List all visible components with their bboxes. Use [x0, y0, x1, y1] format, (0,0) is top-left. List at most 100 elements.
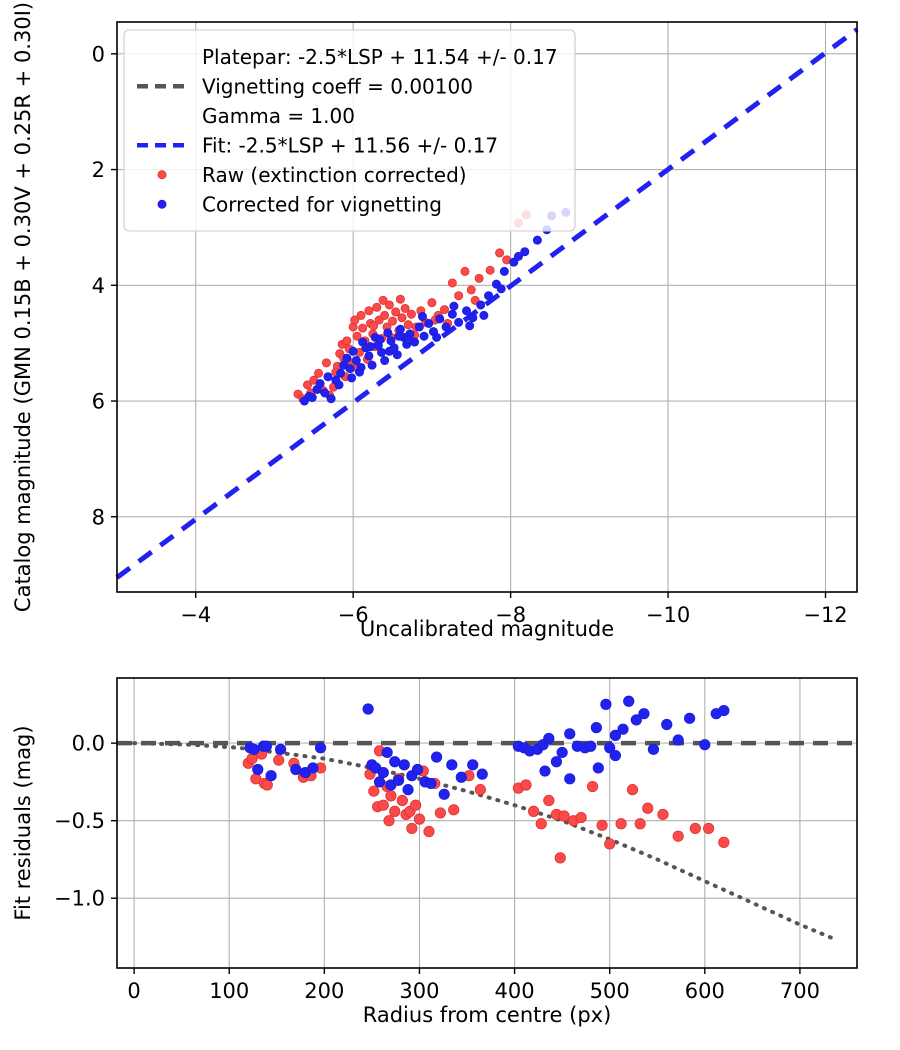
residual-point-corrected — [609, 749, 622, 762]
data-point-raw — [397, 313, 407, 323]
residual-point-corrected — [672, 734, 684, 746]
tick-label-y: 2 — [92, 158, 105, 182]
tick-label-x: −8 — [495, 603, 526, 627]
data-point-raw — [314, 368, 324, 378]
data-point-corrected — [356, 362, 366, 372]
data-point-raw — [384, 300, 394, 310]
top-panel-ticks: −4 −6 −8 −10 −12 0 2 4 6 8 — [92, 42, 848, 627]
data-point-raw — [303, 380, 313, 390]
data-point-raw — [391, 307, 401, 317]
residual-point-raw — [689, 822, 701, 835]
residual-point-corrected — [389, 756, 401, 768]
data-point-corrected — [392, 350, 402, 360]
residual-point-raw — [626, 784, 639, 796]
tick-label-x: 200 — [304, 979, 344, 1003]
residual-point-raw — [657, 808, 669, 821]
legend-label: Platepar: -2.5*LSP + 11.54 +/- 0.17 — [202, 45, 558, 69]
residuals-panel: 0 100 200 300 400 500 600 700 0.0 −0.5 −1.0 Radius… — [11, 677, 858, 1027]
data-point-corrected — [380, 356, 390, 366]
residual-point-raw — [385, 790, 397, 802]
legend-label: Corrected for vignetting — [202, 192, 442, 216]
data-point-raw — [352, 331, 362, 341]
residual-point-raw — [261, 779, 273, 791]
data-point-corrected — [417, 312, 427, 322]
residual-point-corrected — [430, 751, 443, 763]
residual-point-raw — [586, 780, 599, 793]
data-point-corrected — [320, 388, 330, 398]
data-point-corrected — [532, 235, 542, 245]
residual-point-raw — [273, 754, 285, 766]
tick-label-x: 0 — [127, 979, 140, 1003]
data-point-corrected — [345, 364, 355, 374]
data-point-corrected — [441, 322, 451, 332]
data-point-raw — [358, 323, 368, 333]
data-point-corrected — [449, 301, 459, 311]
residual-point-corrected — [377, 766, 389, 779]
bottom-panel-frame — [116, 677, 858, 969]
data-point-corrected — [462, 306, 472, 316]
residual-point-corrected — [638, 708, 650, 720]
residual-point-raw — [520, 779, 532, 791]
data-point-corrected — [509, 257, 519, 267]
data-point-corrected — [326, 394, 336, 404]
residual-point-raw — [535, 818, 547, 830]
tick-label-x: 500 — [590, 979, 630, 1003]
data-point-corrected — [424, 318, 434, 328]
tick-label-x: 700 — [780, 979, 820, 1003]
data-point-corrected — [520, 247, 530, 257]
residual-point-raw — [434, 807, 446, 819]
residual-point-corrected — [438, 788, 450, 800]
tick-label-x: −10 — [646, 603, 690, 627]
data-point-raw — [466, 285, 476, 295]
legend-background — [123, 29, 576, 232]
top-panel-frame — [116, 21, 858, 593]
tick-label-x: 300 — [399, 979, 439, 1003]
residual-point-corrected — [265, 770, 277, 782]
residual-point-raw — [413, 813, 426, 825]
residual-point-raw — [396, 794, 408, 807]
legend-label: Raw (extinction corrected) — [202, 163, 467, 187]
data-point-corrected — [299, 396, 309, 406]
tick-label-y: 8 — [92, 505, 105, 529]
data-point-corrected — [336, 368, 346, 378]
residual-point-corrected — [630, 714, 642, 726]
residual-point-raw — [423, 825, 435, 838]
tick-label-x: 100 — [209, 979, 249, 1003]
fit-line — [115, 27, 859, 580]
residual-point-corrected — [260, 740, 272, 752]
top-xaxis-label: Uncalibrated magnitude — [360, 617, 614, 641]
data-point-corrected — [307, 393, 317, 403]
data-point-corrected — [419, 331, 429, 341]
data-point-raw — [403, 320, 413, 330]
data-point-corrected — [394, 331, 404, 341]
residual-point-corrected — [592, 762, 604, 774]
residual-point-corrected — [402, 784, 414, 796]
data-point-raw — [342, 336, 352, 346]
residual-point-corrected — [585, 740, 597, 752]
tick-label-x: 600 — [685, 979, 725, 1003]
tick-label-x: −4 — [180, 603, 211, 627]
residual-point-corrected — [373, 776, 386, 788]
top-yaxis-label: Catalog magnitude (GMN 0.15B + 0.30V + 0… — [11, 2, 35, 612]
data-point-raw — [388, 316, 398, 326]
residual-point-corrected — [467, 759, 479, 771]
data-point-corrected — [384, 346, 394, 356]
residual-point-corrected — [425, 777, 437, 790]
residual-point-raw — [672, 830, 684, 842]
residual-point-raw — [634, 818, 646, 830]
residual-point-raw — [389, 805, 401, 817]
data-point-corrected — [454, 317, 464, 327]
residual-point-corrected — [718, 704, 730, 717]
data-point-raw — [460, 266, 470, 276]
data-point-raw — [350, 315, 360, 325]
data-point-raw — [485, 265, 495, 275]
residual-point-corrected — [556, 746, 568, 759]
bottom-yaxis-label: Fit residuals (mag) — [11, 725, 35, 920]
residual-point-corrected — [381, 746, 393, 759]
corrected-residual-points-group — [244, 695, 730, 800]
residual-point-corrected — [647, 743, 660, 755]
residual-point-corrected — [314, 742, 327, 754]
data-point-corrected — [496, 284, 506, 294]
